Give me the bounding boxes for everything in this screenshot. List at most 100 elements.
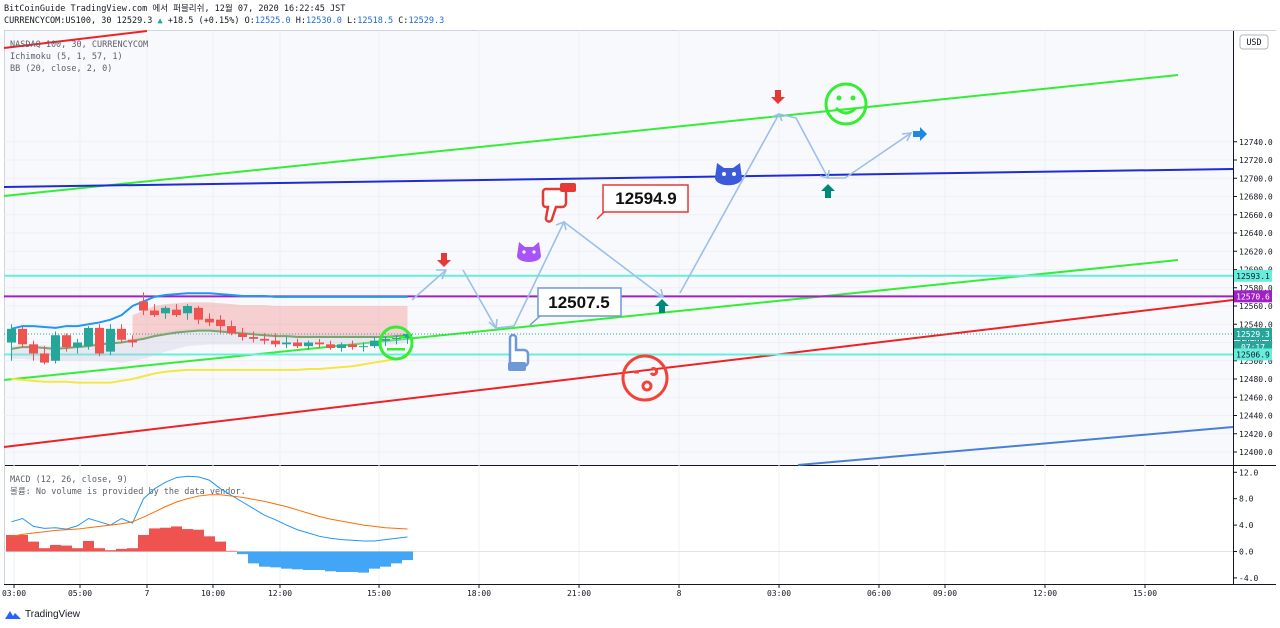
candle-body: [139, 301, 148, 311]
price-tick-label: 12400.0: [1239, 448, 1273, 457]
macd-pane-bg[interactable]: [4, 466, 1233, 584]
cat-head-purple-icon[interactable]: [517, 242, 541, 262]
ohlc-line: CURRENCYCOM:US100, 30 12529.3 ▲ +18.5 (+…: [4, 16, 444, 26]
candle-body: [359, 346, 368, 348]
macd-histogram-bar: [292, 551, 303, 570]
macd-histogram-bar: [391, 551, 402, 564]
time-tick-label: 05:00: [68, 589, 92, 598]
tradingview-logo[interactable]: TradingView: [4, 609, 80, 620]
macd-histogram-bar: [171, 526, 182, 552]
trendline-blue[interactable]: [3, 168, 1234, 188]
candle-body: [304, 342, 313, 347]
bb-upper-line: [11, 292, 408, 330]
candle-body: [337, 344, 346, 348]
trendline-blue-lower[interactable]: [797, 426, 1234, 466]
price-tick-label: 12560.0: [1239, 302, 1273, 311]
arrowhead-4: [654, 288, 665, 299]
chart-title-line: BitCoinGuide TradingView.com 에서 퍼블리쉬, 12…: [4, 4, 345, 14]
candle-body: [18, 328, 27, 345]
callout-12594[interactable]: 12594.9: [596, 184, 689, 220]
legend-bb: BB (20, close, 2, 0): [10, 64, 112, 74]
hand-pointer-up-icon[interactable]: [508, 333, 530, 371]
neutral-face-icon[interactable]: [378, 325, 414, 361]
macd-histogram-bar: [105, 550, 116, 552]
price-axis[interactable]: 12400.0 12420.0 12440.0 12460.0 12480.0 12500…: [1233, 138, 1273, 457]
price-tag-label: 12529.3: [1236, 330, 1270, 339]
time-tick-label: 12:00: [1033, 589, 1057, 598]
candle-body: [51, 335, 60, 361]
dizzy-face-icon[interactable]: [621, 354, 669, 402]
time-tick-label: 06:00: [867, 589, 891, 598]
publish-info: BitCoinGuide TradingView.com 에서 퍼블리쉬, 12…: [4, 4, 346, 14]
change-value: +18.5 (+0.15%): [167, 16, 240, 26]
macd-histogram-bar: [237, 551, 248, 555]
macd-tick-label: 0.0: [1239, 548, 1254, 557]
callout-red-text: 12594.9: [615, 189, 676, 208]
macd-histogram-bar: [182, 529, 193, 552]
time-axis[interactable]: 03:00 05:00 7 10:00 12:00 15:00 18:00 21:00 8 03:…: [2, 584, 1157, 598]
time-tick-label: 8: [677, 589, 682, 598]
signal-arrows: [437, 90, 927, 313]
open-value: 12525.0: [254, 16, 291, 26]
macd-histogram-bar: [193, 529, 204, 552]
macd-tick-label: 4.0: [1239, 521, 1254, 530]
time-tick-label: 18:00: [467, 589, 491, 598]
candle-body: [62, 335, 71, 348]
price-tag-label: 07:17: [1241, 343, 1265, 352]
candle-body: [227, 326, 236, 334]
projection-path: [411, 112, 913, 330]
hand-pointer-down-icon[interactable]: [541, 183, 576, 223]
price-tag: [1234, 348, 1272, 361]
macd-tick-label: -4.0: [1239, 574, 1258, 583]
macd-histogram-bar: [380, 551, 391, 567]
macd-histogram-bar: [347, 551, 358, 572]
arrow-up-icon[interactable]: [655, 299, 669, 313]
macd-axis[interactable]: 12.0 8.0 4.0 0.0 -4.0: [1233, 468, 1258, 583]
currency-label: USD: [1246, 38, 1261, 48]
high-label: H:: [295, 16, 307, 26]
macd-histogram-bar: [270, 551, 281, 568]
trendline-red[interactable]: [3, 299, 1234, 448]
legend-symbol: NASDAQ 100, 30, CURRENCYCOM: [10, 40, 148, 50]
price-tick-label: 12580.0: [1239, 284, 1273, 293]
macd-histogram-bar: [127, 548, 138, 552]
macd-histogram-bar: [358, 551, 369, 573]
candle-body: [293, 342, 302, 347]
arrow-down-icon[interactable]: [771, 90, 785, 104]
macd-histogram-bar: [72, 548, 83, 552]
callout-12507[interactable]: 12507.5: [529, 287, 622, 326]
main-pane-bg[interactable]: [4, 30, 1233, 465]
price-tag: [1234, 290, 1272, 303]
macd-histogram-bar: [226, 550, 237, 552]
trendline-green-lower[interactable]: [3, 259, 1179, 381]
candle-body: [315, 342, 324, 345]
macd-histogram-bar: [116, 548, 127, 552]
macd-histogram-bar: [369, 551, 380, 569]
time-tick-label: 09:00: [933, 589, 957, 598]
trendline-green-upper[interactable]: [3, 74, 1179, 197]
price-tick-label: 12500.0: [1239, 357, 1273, 366]
price-tick-label: 12680.0: [1239, 193, 1273, 202]
candle-body: [117, 328, 126, 340]
macd-histogram-bar: [215, 541, 226, 552]
price-tick-label: 12640.0: [1239, 229, 1273, 238]
candle-body: [194, 307, 203, 320]
time-tick-label: 12:00: [268, 589, 292, 598]
up-arrow-icon: ▲: [157, 16, 163, 26]
macd-histogram-bar: [325, 551, 336, 572]
legend-ichimoku: Ichimoku (5, 1, 57, 1): [10, 52, 123, 62]
time-tick-label: 21:00: [567, 589, 591, 598]
arrow-up-icon[interactable]: [821, 184, 835, 198]
arrow-right-icon[interactable]: [913, 127, 927, 141]
cat-head-blue-icon[interactable]: [715, 163, 742, 186]
candle-body: [106, 328, 115, 352]
currency-button[interactable]: USD: [1239, 34, 1269, 50]
callout-blue-text: 12507.5: [548, 293, 609, 312]
arrow-down-icon[interactable]: [437, 253, 451, 267]
trendline-red-top[interactable]: [3, 30, 148, 49]
smiley-green-icon[interactable]: [824, 82, 868, 126]
price-tick-label: 12420.0: [1239, 430, 1273, 439]
macd-tick-label: 8.0: [1239, 495, 1254, 504]
